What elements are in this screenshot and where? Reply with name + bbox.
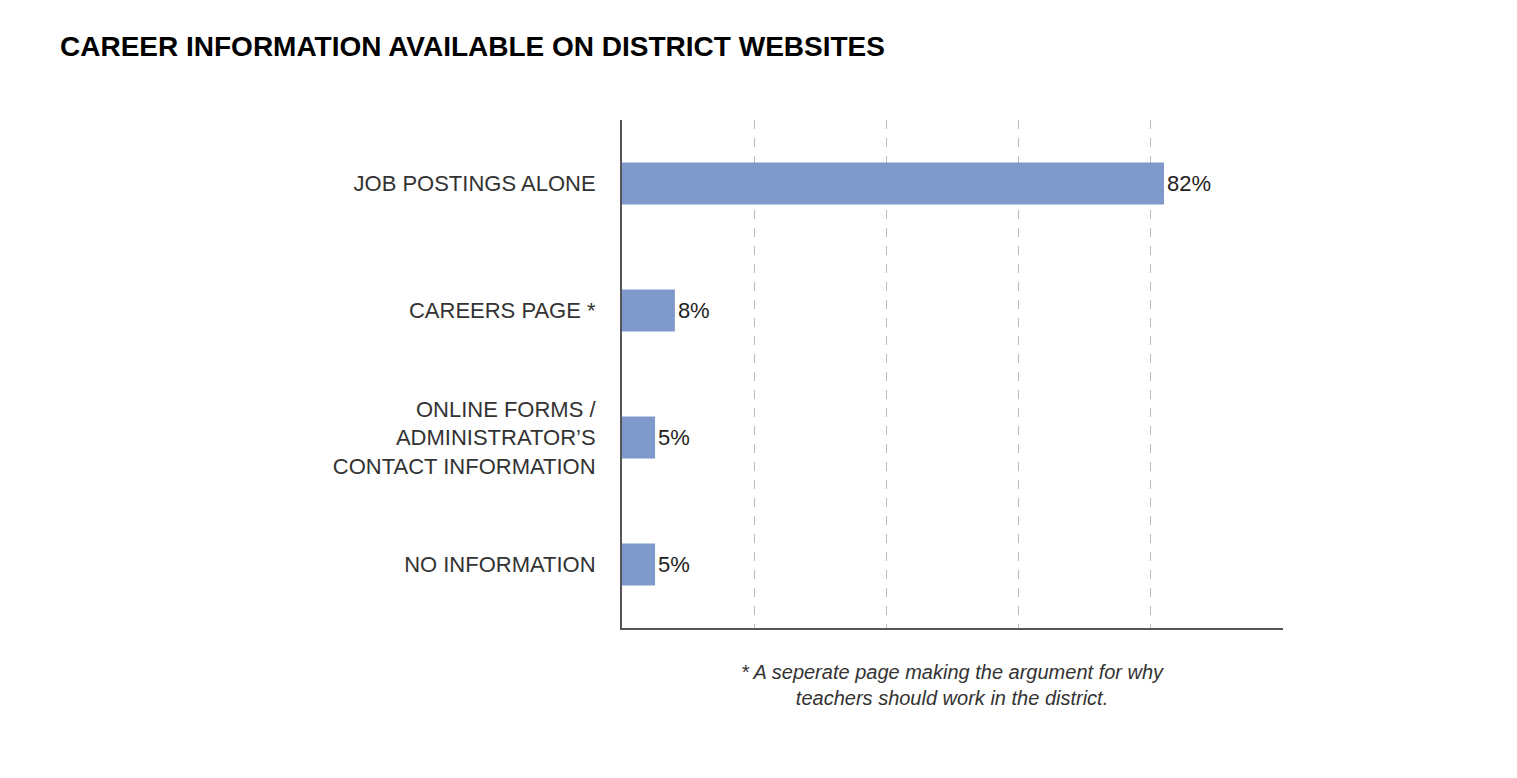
svg-text:8%: 8% [678,298,710,323]
svg-text:5%: 5% [658,425,690,450]
svg-text:5%: 5% [658,552,690,577]
svg-text:* A seperate page making the a: * A seperate page making the argument fo… [741,661,1164,709]
svg-text:CAREER INFORMATION AVAILABLE O: CAREER INFORMATION AVAILABLE ON DISTRICT… [60,31,885,62]
svg-text:NO INFORMATION: NO INFORMATION [404,552,595,577]
svg-text:CAREERS PAGE *: CAREERS PAGE * [409,298,596,323]
svg-text:JOB POSTINGS ALONE: JOB POSTINGS ALONE [354,171,596,196]
svg-text:82%: 82% [1167,171,1211,196]
svg-text:ONLINE FORMS /ADMINISTRATOR’SC: ONLINE FORMS /ADMINISTRATOR’SCONTACT INF… [333,397,597,479]
